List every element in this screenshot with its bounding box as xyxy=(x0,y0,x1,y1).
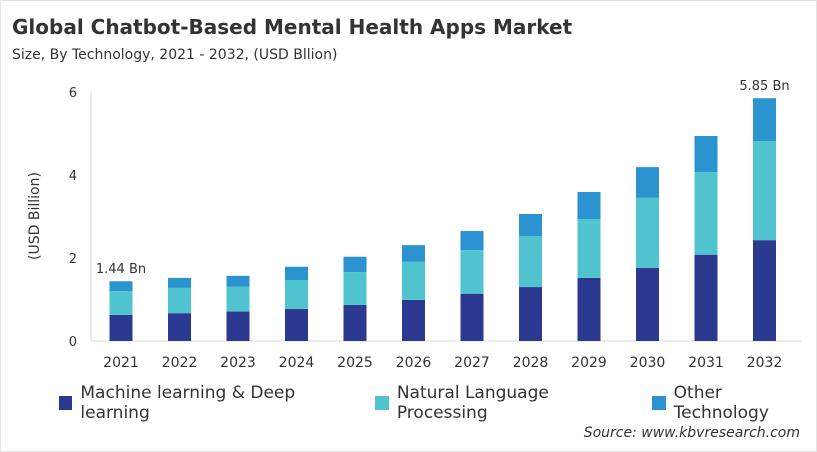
bar-segment-2029-0 xyxy=(577,277,601,341)
legend-item-other: Other Technology xyxy=(652,383,816,423)
x-tick-label: 2021 xyxy=(103,355,139,371)
data-label: 1.44 Bn xyxy=(96,262,146,277)
legend-item-nlp: Natural Language Processing xyxy=(375,383,634,423)
y-axis-label: (USD Billion) xyxy=(27,172,43,260)
legend-label: Natural Language Processing xyxy=(396,383,549,423)
bar-segment-2028-2 xyxy=(519,214,542,237)
x-tick-label: 2030 xyxy=(630,355,666,371)
bar-segment-2031-0 xyxy=(694,254,718,341)
bar-segment-2032-0 xyxy=(753,240,776,341)
legend-swatch xyxy=(375,396,389,410)
legend-item-ml: Machine learning & Deep learning xyxy=(59,383,357,423)
bar-segment-2022-2 xyxy=(168,277,191,288)
bar-segment-2031-1 xyxy=(694,172,718,255)
bar-segment-2023-2 xyxy=(226,275,250,287)
x-tick-label: 2026 xyxy=(396,355,432,371)
y-tick-label: 2 xyxy=(69,252,77,267)
x-tick-label: 2024 xyxy=(279,355,315,371)
bar-segment-2029-1 xyxy=(577,218,601,278)
bar-segment-2022-1 xyxy=(168,287,191,314)
x-tick-label: 2028 xyxy=(513,355,549,371)
bar-segment-2021-1 xyxy=(109,291,133,315)
x-tick-label: 2022 xyxy=(162,355,198,371)
bar-segment-2026-0 xyxy=(402,299,425,341)
x-tick-label: 2023 xyxy=(220,355,256,371)
x-tick-label: 2029 xyxy=(571,355,607,371)
bar-segment-2031-2 xyxy=(694,135,718,173)
data-label: 5.85 Bn xyxy=(739,79,789,94)
y-tick-label: 0 xyxy=(69,335,77,350)
bar-segment-2024-0 xyxy=(285,309,308,341)
y-tick-label: 4 xyxy=(69,169,77,184)
legend-swatch xyxy=(652,396,666,410)
legend-label: Other Technology xyxy=(673,383,769,423)
bar-segment-2032-1 xyxy=(753,140,776,241)
bar-segment-2032-2 xyxy=(753,98,776,141)
x-tick-label: 2025 xyxy=(337,355,373,371)
legend: Machine learning & Deep learning Natural… xyxy=(59,383,816,423)
bar-segment-2030-2 xyxy=(636,167,659,198)
bar-segment-2027-2 xyxy=(460,231,484,251)
bar-segment-2021-0 xyxy=(109,314,133,341)
bar-segment-2026-2 xyxy=(402,245,425,262)
x-tick-label: 2031 xyxy=(688,355,724,371)
bar-segment-2028-1 xyxy=(519,236,542,288)
x-tick-label: 2027 xyxy=(454,355,490,371)
chart-title: Global Chatbot-Based Mental Health Apps … xyxy=(12,15,573,39)
bar-segment-2022-0 xyxy=(168,313,191,341)
bar-segment-2025-2 xyxy=(343,256,367,273)
bar-segment-2029-2 xyxy=(577,192,601,219)
legend-label: Machine learning & Deep learning xyxy=(80,383,296,423)
source-note: Source: www.kbvresearch.com xyxy=(583,425,800,441)
bar-segment-2027-0 xyxy=(460,293,484,341)
bar-segment-2028-0 xyxy=(519,287,542,341)
bar-segment-2023-1 xyxy=(226,286,250,312)
bar-segment-2025-1 xyxy=(343,272,367,305)
bar-segment-2021-2 xyxy=(109,281,133,292)
y-tick-label: 6 xyxy=(69,86,77,101)
x-tick-label: 2032 xyxy=(747,355,783,371)
bar-segment-2030-0 xyxy=(636,267,659,341)
legend-swatch xyxy=(59,396,73,410)
bar-segment-2030-1 xyxy=(636,197,659,268)
bar-segment-2024-1 xyxy=(285,279,308,310)
bar-segment-2024-2 xyxy=(285,266,308,280)
bar-segment-2027-1 xyxy=(460,250,484,294)
chart-subtitle: Size, By Technology, 2021 - 2032, (USD B… xyxy=(12,47,338,63)
bar-segment-2025-0 xyxy=(343,304,367,341)
bar-segment-2023-0 xyxy=(226,311,250,341)
bar-segment-2026-1 xyxy=(402,261,425,300)
